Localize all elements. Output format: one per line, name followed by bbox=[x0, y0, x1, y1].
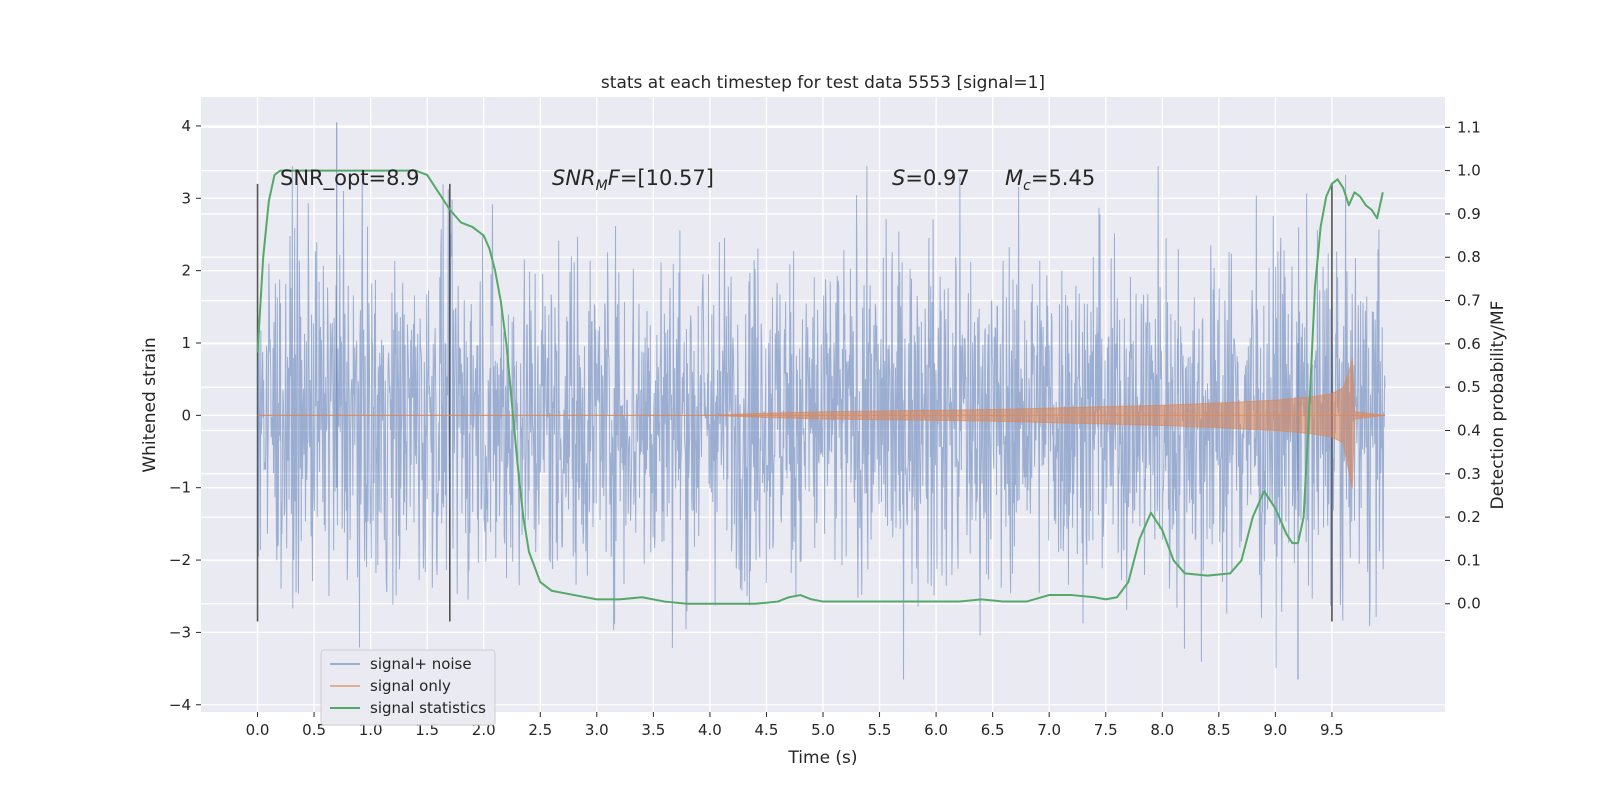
y-tick-label-4: 0 bbox=[181, 406, 191, 424]
y2-axis-title: Detection probability/MF bbox=[1488, 301, 1508, 510]
y-tick-label-1: −3 bbox=[169, 623, 191, 641]
y2-tick-label-11: 1.1 bbox=[1457, 118, 1481, 136]
x-tick-label-14: 7.0 bbox=[1037, 721, 1061, 739]
y2-tick-label-3: 0.3 bbox=[1457, 465, 1481, 483]
x-tick-label-13: 6.5 bbox=[981, 721, 1005, 739]
y-tick-label-2: −2 bbox=[169, 551, 191, 569]
y2-tick-label-10: 1.0 bbox=[1457, 162, 1481, 180]
x-tick-label-9: 4.5 bbox=[755, 721, 779, 739]
x-tick-label-6: 3.0 bbox=[585, 721, 609, 739]
y-axis-title: Whitened strain bbox=[140, 337, 160, 472]
x-tick-label-12: 6.0 bbox=[924, 721, 948, 739]
y2-tick-label-6: 0.6 bbox=[1457, 335, 1481, 353]
series-signal-statistics bbox=[256, 169, 1384, 605]
y2-tick-label-7: 0.7 bbox=[1457, 292, 1481, 310]
y-tick-label-3: −1 bbox=[169, 479, 191, 497]
x-tick-label-10: 5.0 bbox=[811, 721, 835, 739]
x-tick-label-7: 3.5 bbox=[641, 721, 665, 739]
x-tick-label-17: 8.5 bbox=[1207, 721, 1231, 739]
y2-tick-label-8: 0.8 bbox=[1457, 248, 1481, 266]
legend: signal+ noise signal only signal statist… bbox=[320, 649, 496, 726]
x-tick-label-18: 9.0 bbox=[1263, 721, 1287, 739]
legend-label-signal-only: signal only bbox=[370, 677, 451, 695]
x-tick-label-19: 9.5 bbox=[1320, 721, 1344, 739]
x-tick-label-11: 5.5 bbox=[868, 721, 892, 739]
annotation-snr-mf: SNRMF=[10.57] bbox=[552, 166, 714, 194]
annotation-snr-opt: SNR_opt=8.9 bbox=[280, 166, 420, 191]
y2-tick-label-9: 0.9 bbox=[1457, 205, 1481, 223]
x-tick-label-0: 0.0 bbox=[246, 721, 270, 739]
legend-label-signal-plus-noise: signal+ noise bbox=[370, 655, 472, 673]
y-tick-label-8: 4 bbox=[181, 117, 191, 135]
chart-title: stats at each timestep for test data 555… bbox=[601, 73, 1045, 93]
y2-tick-label-0: 0.0 bbox=[1457, 595, 1481, 613]
y-tick-label-5: 1 bbox=[181, 334, 191, 352]
annotation-s-value: S=0.97 bbox=[892, 166, 970, 190]
x-tick-label-5: 2.5 bbox=[528, 721, 552, 739]
y2-tick-label-4: 0.4 bbox=[1457, 421, 1481, 439]
y2-tick-label-5: 0.5 bbox=[1457, 378, 1481, 396]
y-tick-label-6: 2 bbox=[181, 262, 191, 280]
signal-plus-noise-line bbox=[257, 166, 1386, 680]
series-signal-only bbox=[257, 358, 1386, 489]
y2-axis-ticks: 0.0 0.1 0.2 0.3 0.4 0.5 0.6 0.7 0.8 0.9 1.0 1.1 bbox=[1445, 118, 1481, 613]
x-axis-title: Time (s) bbox=[787, 748, 857, 768]
x-tick-label-1: 0.5 bbox=[302, 721, 326, 739]
x-axis-ticks: 0.0 0.5 1.0 1.5 2.0 2.5 3.0 3.5 4.0 4.5 5.0 5.5 6.0 6… bbox=[246, 712, 1344, 739]
y-tick-label-7: 3 bbox=[181, 189, 191, 207]
signal-statistics-line bbox=[256, 169, 1384, 605]
y-tick-label-0: −4 bbox=[169, 696, 191, 714]
y2-tick-label-1: 0.1 bbox=[1457, 551, 1481, 569]
annotation-mc-value: Mc=5.45 bbox=[1005, 166, 1095, 194]
x-tick-label-16: 8.0 bbox=[1150, 721, 1174, 739]
x-tick-label-8: 4.0 bbox=[698, 721, 722, 739]
y-axis-ticks: −4 −3 −2 −1 0 1 2 3 4 bbox=[169, 117, 201, 714]
legend-box bbox=[320, 649, 496, 726]
y2-tick-label-2: 0.2 bbox=[1457, 508, 1481, 526]
x-tick-label-15: 7.5 bbox=[1094, 721, 1118, 739]
legend-label-signal-statistics: signal statistics bbox=[370, 699, 486, 717]
